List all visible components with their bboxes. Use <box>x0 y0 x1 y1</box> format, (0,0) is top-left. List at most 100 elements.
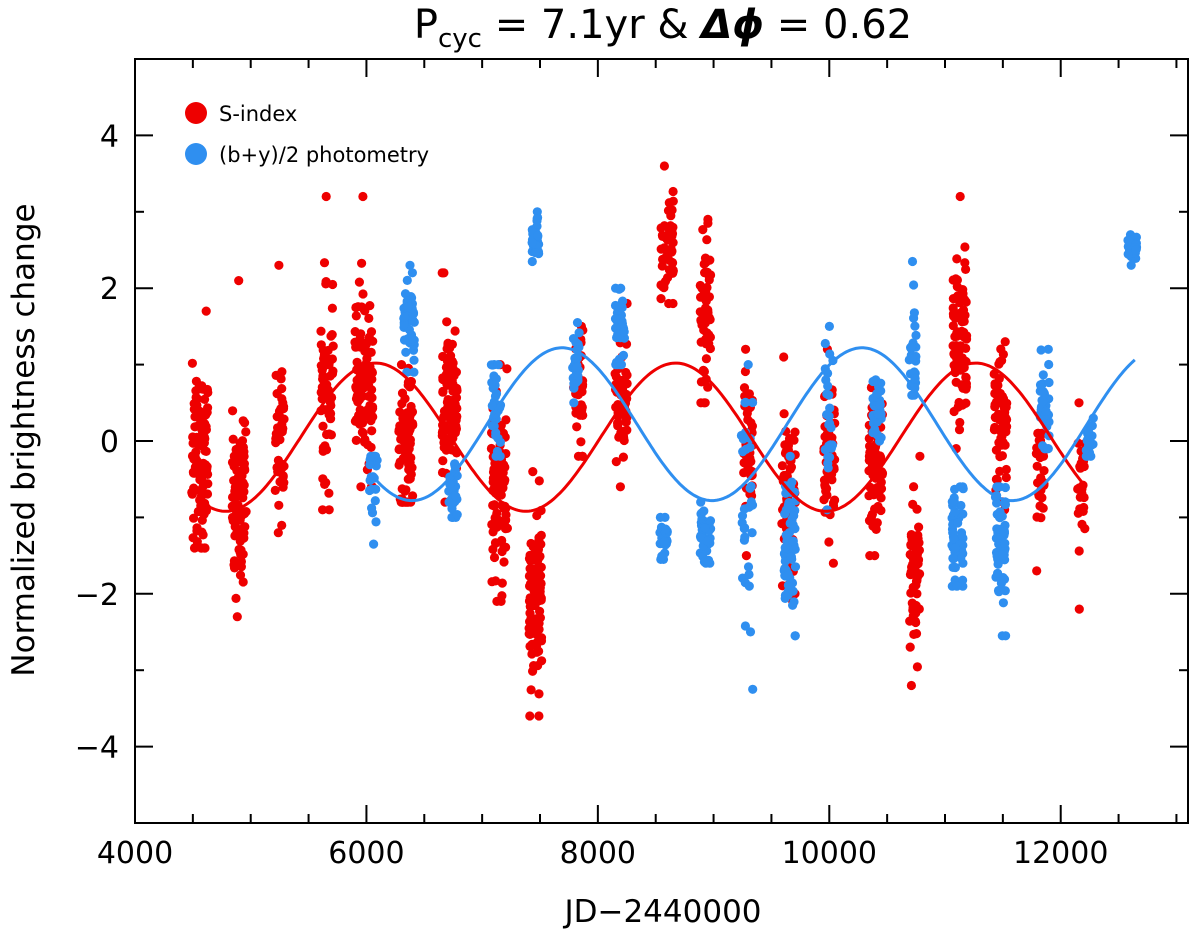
data-point <box>188 432 198 442</box>
data-point <box>907 390 917 400</box>
data-point <box>912 662 923 672</box>
chart-title: Pcyc = 7.1yr & Δϕ = 0.62 <box>414 2 912 54</box>
data-point <box>824 537 834 547</box>
data-point <box>906 540 916 550</box>
data-point <box>404 464 414 475</box>
data-point <box>371 484 381 494</box>
data-point <box>572 422 582 432</box>
data-point <box>530 248 540 258</box>
data-point <box>442 317 452 327</box>
data-point <box>534 624 544 635</box>
data-point <box>400 289 411 299</box>
data-point <box>960 242 970 252</box>
data-point <box>445 343 455 353</box>
data-point <box>1123 249 1133 259</box>
data-point <box>200 394 210 404</box>
data-point <box>492 446 502 457</box>
data-point <box>1038 386 1048 397</box>
data-point <box>187 358 197 368</box>
data-point <box>1001 416 1011 426</box>
data-point <box>1000 586 1010 596</box>
data-point <box>534 476 544 486</box>
data-point <box>790 544 800 555</box>
data-point <box>228 406 238 416</box>
data-point <box>240 418 250 428</box>
data-point <box>274 500 284 510</box>
data-point <box>198 384 208 394</box>
data-point <box>500 524 511 534</box>
x-tick-label: 10000 <box>782 836 877 871</box>
data-point <box>191 386 201 396</box>
data-point <box>491 374 501 384</box>
data-point <box>998 399 1008 409</box>
data-point <box>568 334 579 344</box>
data-point <box>700 253 711 263</box>
data-point <box>1043 344 1053 354</box>
data-point <box>780 470 791 480</box>
data-point <box>318 374 328 384</box>
data-point <box>659 161 670 171</box>
data-point <box>1036 473 1046 483</box>
data-point <box>355 333 365 343</box>
data-point <box>876 484 887 494</box>
data-point <box>704 339 714 349</box>
data-point <box>740 366 751 377</box>
data-point <box>191 376 201 386</box>
data-point <box>783 500 793 510</box>
data-point <box>913 570 923 581</box>
data-point <box>321 445 332 455</box>
data-point <box>361 411 371 421</box>
data-point <box>704 272 714 282</box>
data-point <box>614 301 624 311</box>
data-point <box>443 353 453 363</box>
data-point <box>911 580 921 590</box>
data-point <box>907 354 918 364</box>
data-point <box>438 374 448 385</box>
legend-label-s-index: S-index <box>219 102 297 126</box>
data-point <box>237 436 248 446</box>
data-point <box>911 608 921 618</box>
data-point <box>1000 482 1011 493</box>
data-point <box>914 522 924 532</box>
data-point <box>744 581 754 591</box>
data-point <box>740 532 750 542</box>
data-point <box>906 680 917 691</box>
data-point <box>1036 345 1046 355</box>
data-point <box>529 661 539 671</box>
data-point <box>1079 502 1089 513</box>
data-point <box>1044 359 1054 370</box>
y-tick-label: −2 <box>75 578 119 613</box>
data-point <box>873 409 883 419</box>
data-point <box>1038 396 1048 406</box>
data-point <box>201 306 211 316</box>
data-point <box>869 490 879 500</box>
data-point <box>999 527 1010 537</box>
data-point <box>779 352 789 362</box>
data-point <box>743 415 753 425</box>
data-point <box>527 649 537 659</box>
data-point <box>667 246 677 256</box>
data-point <box>702 235 712 245</box>
data-point <box>237 471 247 481</box>
data-point <box>241 427 251 437</box>
data-point <box>351 435 361 445</box>
data-point <box>324 488 334 498</box>
data-point <box>702 536 712 546</box>
data-point <box>327 354 337 364</box>
data-point <box>407 268 417 278</box>
data-point <box>611 360 621 370</box>
data-point <box>738 434 748 444</box>
data-point <box>700 523 710 533</box>
data-point <box>448 368 458 378</box>
data-point <box>948 321 958 331</box>
data-point <box>990 402 1000 412</box>
data-point <box>740 397 751 407</box>
data-point <box>401 485 411 495</box>
data-point <box>278 398 288 408</box>
data-point <box>703 305 713 315</box>
data-point <box>790 562 801 572</box>
data-point <box>746 457 756 467</box>
data-point <box>1131 245 1141 255</box>
data-point <box>955 482 965 492</box>
legend-marker-s-index <box>185 102 207 124</box>
